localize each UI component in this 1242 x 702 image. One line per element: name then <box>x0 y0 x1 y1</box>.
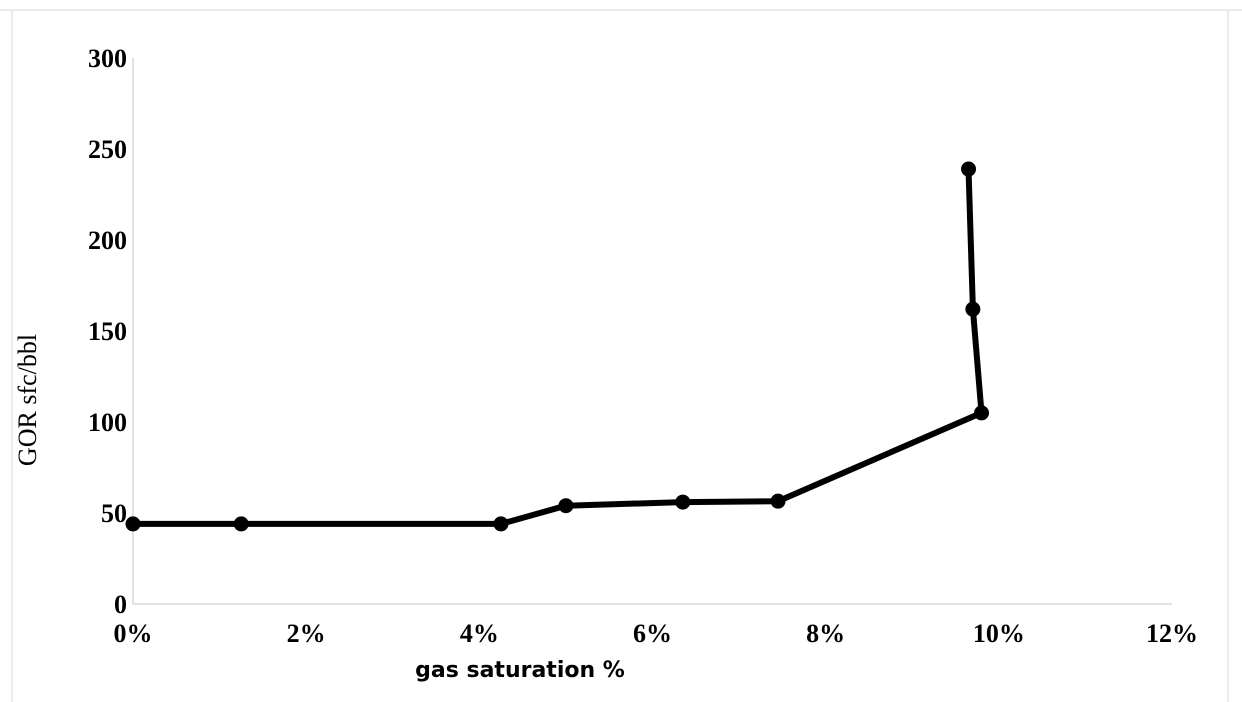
y-tick-label: 200 <box>88 226 127 255</box>
y-tick-label: 0 <box>114 590 127 619</box>
y-tick-label: 250 <box>88 135 127 164</box>
data-point <box>675 494 691 510</box>
y-tick-label: 100 <box>88 408 127 437</box>
data-point <box>961 161 977 177</box>
x-tick-label: 10% <box>973 619 1025 648</box>
data-point <box>233 516 249 532</box>
x-tick-label: 4% <box>460 619 499 648</box>
x-tick-label: 6% <box>633 619 672 648</box>
x-tick-label: 2% <box>287 619 326 648</box>
data-point <box>558 498 574 514</box>
y-tick-label: 150 <box>88 317 127 346</box>
x-axis-label: gas saturation % <box>415 658 625 683</box>
x-tick-label: 8% <box>806 619 845 648</box>
y-tick-labels: 0 50 100 150 200 250 300 <box>88 44 127 619</box>
series-points-group <box>125 161 990 532</box>
data-point <box>965 301 981 317</box>
series-line <box>130 166 985 527</box>
series-line-group <box>130 166 985 527</box>
x-tick-label: 12% <box>1146 619 1198 648</box>
y-tick-label: 50 <box>101 499 127 528</box>
data-point <box>974 405 990 421</box>
data-point <box>770 493 786 509</box>
x-tick-label: 0% <box>114 619 153 648</box>
data-point <box>125 516 141 532</box>
data-point <box>493 516 509 532</box>
x-tick-labels: 0% 2% 4% 6% 8% 10% 12% <box>114 619 1199 648</box>
y-tick-label: 300 <box>88 44 127 73</box>
y-axis-label: GOR sfc/bbl <box>13 334 42 466</box>
